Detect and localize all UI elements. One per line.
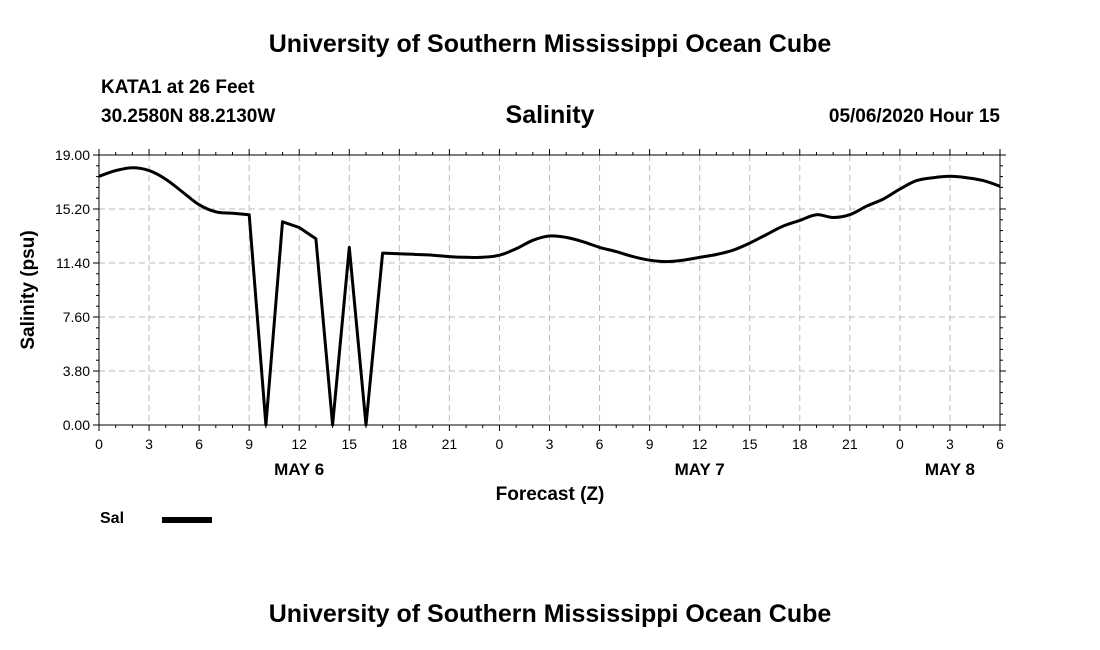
legend-swatch — [162, 517, 212, 523]
x-tick-label: 3 — [946, 436, 954, 452]
day-label: MAY 6 — [274, 460, 324, 479]
y-tick-label: 0.00 — [63, 417, 90, 433]
x-tick-label: 6 — [996, 436, 1004, 452]
x-tick-label: 6 — [195, 436, 203, 452]
y-tick-label: 15.20 — [55, 201, 90, 217]
x-tick-label: 21 — [842, 436, 858, 452]
y-axis-label: Salinity (psu) — [18, 230, 39, 349]
x-tick-label: 9 — [245, 436, 253, 452]
station-label: KATA1 at 26 Feet — [101, 77, 255, 98]
chart-title: Salinity — [505, 101, 595, 129]
series-line-sal — [98, 166, 1001, 427]
forecast-datetime: 05/06/2020 Hour 15 — [828, 106, 1000, 127]
axis-ticks — [93, 149, 1006, 431]
legend-label: Sal — [100, 510, 125, 527]
x-tick-label: 3 — [546, 436, 554, 452]
y-tick-label: 3.80 — [63, 363, 90, 379]
x-tick-label: 18 — [392, 436, 408, 452]
x-tick-label: 12 — [692, 436, 708, 452]
x-tick-label: 6 — [596, 436, 604, 452]
day-label: MAY 7 — [675, 460, 725, 479]
x-tick-label: 0 — [95, 436, 103, 452]
x-tick-label: 15 — [742, 436, 758, 452]
x-tick-label: 0 — [896, 436, 904, 452]
page-title: University of Southern Mississippi Ocean… — [268, 30, 832, 58]
x-tick-label: 12 — [291, 436, 307, 452]
x-tick-label: 0 — [496, 436, 504, 452]
axis-labels: 0.00 3.80 7.60 11.40 15.20 19.00 0 3 6 9 12 15 18 21 0… — [55, 147, 1004, 479]
day-label: MAY 8 — [925, 460, 975, 479]
y-tick-label: 7.60 — [63, 309, 90, 325]
grid-lines — [99, 155, 1000, 425]
y-tick-label: 19.00 — [55, 147, 90, 163]
x-tick-label: 9 — [646, 436, 654, 452]
x-tick-label: 18 — [792, 436, 808, 452]
footer-title: University of Southern Mississippi Ocean… — [268, 600, 832, 628]
y-tick-label: 11.40 — [56, 255, 90, 271]
x-axis-label: Forecast (Z) — [496, 484, 605, 505]
station-coordinates: 30.2580N 88.2130W — [101, 106, 276, 127]
x-tick-label: 21 — [442, 436, 458, 452]
x-tick-label: 3 — [145, 436, 153, 452]
x-tick-label: 15 — [341, 436, 357, 452]
